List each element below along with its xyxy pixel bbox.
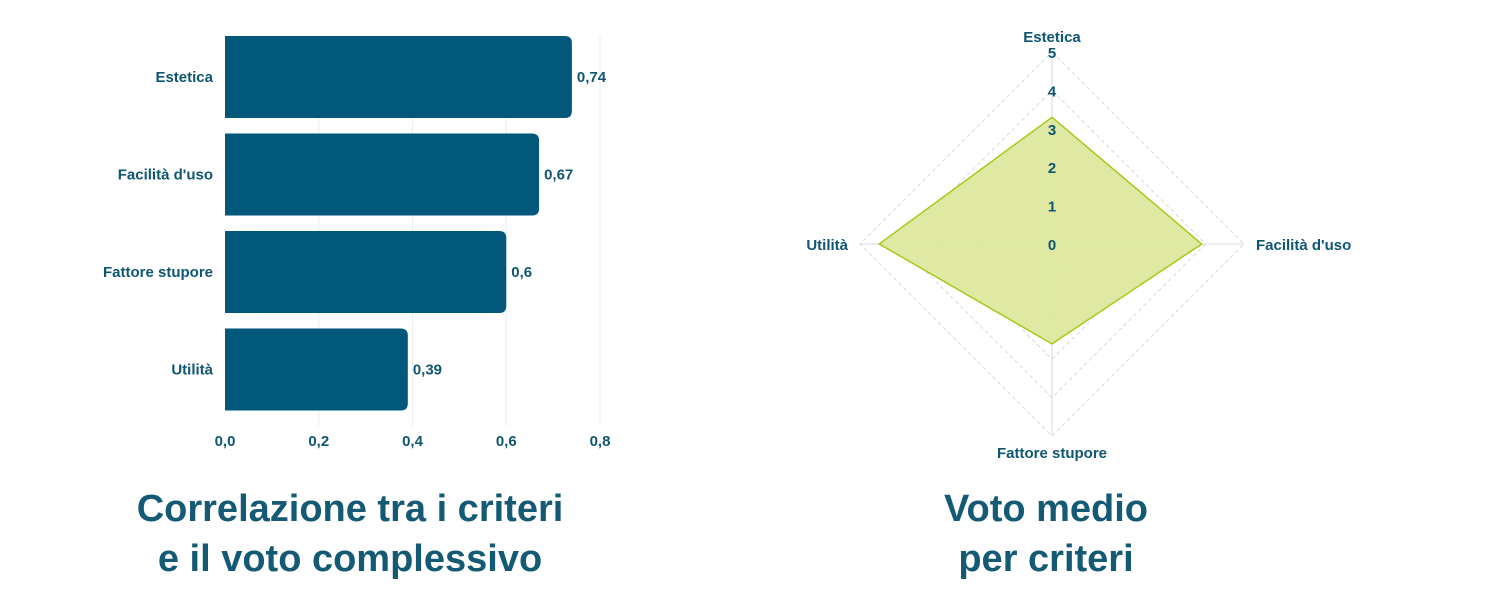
x-tick-label: 0,2 bbox=[308, 433, 329, 450]
radar-grid-ring bbox=[859, 51, 1245, 437]
radar-axis-label: Facilità d'uso bbox=[1256, 237, 1351, 254]
category-label: Facilità d'uso bbox=[118, 167, 213, 184]
radar-tick-label: 1 bbox=[1048, 199, 1056, 216]
radar-tick-label: 0 bbox=[1048, 237, 1056, 254]
x-tick-label: 0,4 bbox=[402, 433, 424, 450]
charts-canvas: 0,0 0,2 0,4 0,6 0,8 Estetica 0,74 Facilità d'us… bbox=[103, 29, 1351, 462]
data-label: 0,6 bbox=[511, 264, 532, 281]
data-label: 0,67 bbox=[544, 167, 573, 184]
radar-tick-label: 3 bbox=[1048, 122, 1056, 139]
bar-chart-title: Correlazione tra i criteri e il voto com… bbox=[50, 484, 650, 584]
bar bbox=[225, 133, 540, 216]
x-tick-label: 0,8 bbox=[590, 433, 611, 450]
bar bbox=[225, 328, 408, 411]
bar-chart: 0,0 0,2 0,4 0,6 0,8 Estetica 0,74 Facilità d'us… bbox=[103, 36, 610, 450]
radar-axis-label: Fattore stupore bbox=[997, 445, 1107, 462]
radar-tick-label: 5 bbox=[1048, 45, 1056, 62]
bar bbox=[225, 231, 507, 313]
x-tick-label: 0,0 bbox=[215, 433, 236, 450]
radar-axis-label: Utilità bbox=[806, 237, 848, 254]
radar-chart-title-line-1: Voto medio bbox=[943, 488, 1149, 530]
radar-tick-label: 4 bbox=[1048, 83, 1057, 100]
x-tick-label: 0,6 bbox=[496, 433, 517, 450]
radar-area bbox=[877, 116, 1204, 345]
radar-chart-title-line-2: per criteri bbox=[958, 538, 1134, 580]
radar-axis-label: Estetica bbox=[1023, 29, 1081, 46]
bar-chart-title-line-1: Correlazione tra i criteri bbox=[136, 488, 564, 530]
category-label: Fattore stupore bbox=[103, 264, 213, 281]
data-label: 0,74 bbox=[577, 69, 607, 86]
data-label: 0,39 bbox=[413, 362, 442, 379]
bar bbox=[225, 36, 572, 118]
category-label: Estetica bbox=[155, 69, 213, 86]
category-label: Utilità bbox=[171, 362, 213, 379]
bar-chart-title-line-2: e il voto complessivo bbox=[157, 538, 543, 580]
radar-chart-title: Voto medio per criteri bbox=[846, 484, 1246, 584]
radar-tick-label: 2 bbox=[1048, 160, 1056, 177]
